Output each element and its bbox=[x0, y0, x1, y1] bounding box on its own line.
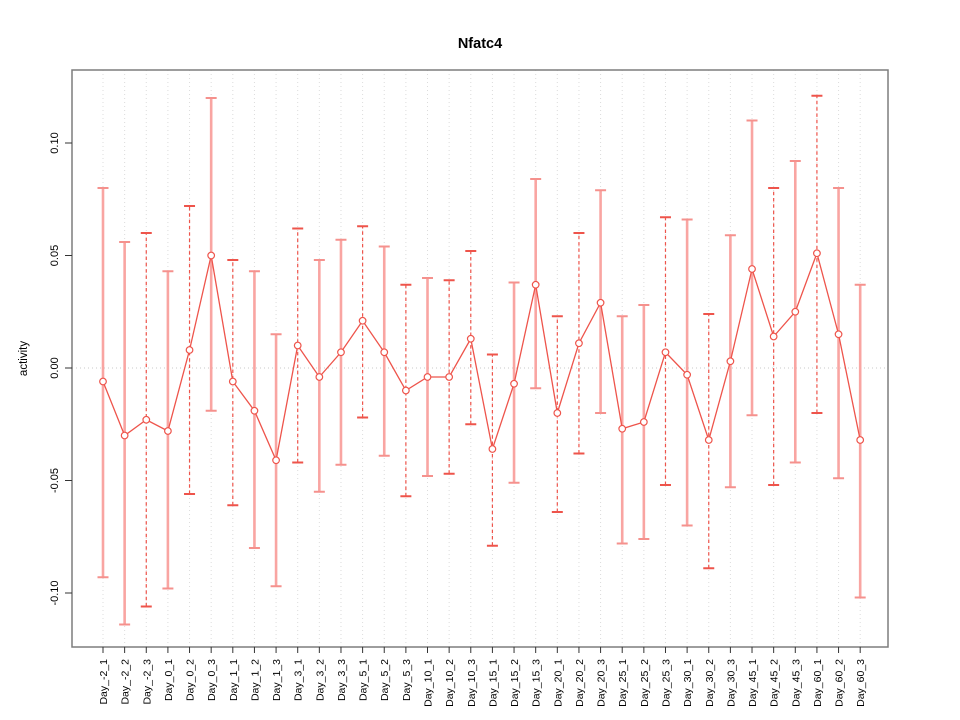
x-axis: Day_-2_1 Day_-2_2 Day_-2_3 Day_0_1 Day_0_2 Da… bbox=[98, 647, 867, 707]
svg-text:Day_25_2: Day_25_2 bbox=[639, 659, 651, 707]
svg-text:Day_3_1: Day_3_1 bbox=[293, 659, 305, 701]
svg-text:Day_45_2: Day_45_2 bbox=[769, 659, 781, 707]
svg-text:Day_1_2: Day_1_2 bbox=[249, 659, 261, 701]
svg-text:Day_30_3: Day_30_3 bbox=[725, 659, 737, 707]
svg-text:Day_15_3: Day_15_3 bbox=[531, 659, 543, 707]
svg-text:Day_3_2: Day_3_2 bbox=[314, 659, 326, 701]
svg-text:Day_20_2: Day_20_2 bbox=[574, 659, 586, 707]
svg-text:Day_25_1: Day_25_1 bbox=[617, 659, 629, 707]
svg-text:Day_45_3: Day_45_3 bbox=[790, 659, 802, 707]
svg-text:Day_45_1: Day_45_1 bbox=[747, 659, 759, 707]
svg-text:0.00: 0.00 bbox=[49, 357, 61, 378]
svg-text:Day_1_1: Day_1_1 bbox=[228, 659, 240, 701]
svg-text:Day_10_2: Day_10_2 bbox=[444, 659, 456, 707]
series-line bbox=[102, 251, 861, 463]
svg-text:Day_3_3: Day_3_3 bbox=[336, 659, 348, 701]
y-axis-label: activity bbox=[18, 341, 30, 376]
svg-text:Day_10_3: Day_10_3 bbox=[466, 659, 478, 707]
svg-text:Day_20_3: Day_20_3 bbox=[596, 659, 608, 707]
svg-text:Day_60_2: Day_60_2 bbox=[834, 659, 846, 707]
svg-text:0.10: 0.10 bbox=[49, 132, 61, 153]
svg-text:Day_-2_3: Day_-2_3 bbox=[141, 659, 153, 705]
svg-text:-0.05: -0.05 bbox=[49, 468, 61, 493]
svg-text:Day_30_1: Day_30_1 bbox=[682, 659, 694, 707]
svg-text:Day_15_1: Day_15_1 bbox=[487, 659, 499, 707]
svg-text:Day_15_2: Day_15_2 bbox=[509, 659, 521, 707]
svg-text:Day_0_2: Day_0_2 bbox=[185, 659, 197, 701]
gridlines bbox=[102, 70, 861, 647]
series-points bbox=[99, 249, 865, 465]
svg-text:Day_5_1: Day_5_1 bbox=[358, 659, 370, 701]
svg-text:Day_60_1: Day_60_1 bbox=[812, 659, 824, 707]
svg-text:Day_-2_1: Day_-2_1 bbox=[98, 659, 110, 705]
chart-title: Nfatc4 bbox=[457, 36, 503, 52]
svg-text:Day_25_3: Day_25_3 bbox=[660, 659, 672, 707]
svg-text:0.05: 0.05 bbox=[49, 245, 61, 266]
svg-text:Day_20_1: Day_20_1 bbox=[552, 659, 564, 707]
svg-text:Day_30_2: Day_30_2 bbox=[704, 659, 716, 707]
svg-text:Day_1_3: Day_1_3 bbox=[271, 659, 283, 701]
plot-frame bbox=[71, 69, 889, 648]
svg-text:Day_5_2: Day_5_2 bbox=[379, 659, 391, 701]
svg-text:-0.10: -0.10 bbox=[49, 580, 61, 605]
svg-text:Day_10_1: Day_10_1 bbox=[423, 659, 435, 707]
svg-text:Day_0_3: Day_0_3 bbox=[206, 659, 218, 701]
svg-text:Day_5_3: Day_5_3 bbox=[401, 659, 413, 701]
svg-text:Day_60_3: Day_60_3 bbox=[855, 659, 867, 707]
error-bars bbox=[97, 94, 866, 626]
svg-text:Day_-2_2: Day_-2_2 bbox=[120, 659, 132, 705]
y-axis: -0.10 -0.05 0.00 0.05 0.10 bbox=[49, 132, 72, 606]
svg-text:Day_0_1: Day_0_1 bbox=[163, 659, 175, 701]
